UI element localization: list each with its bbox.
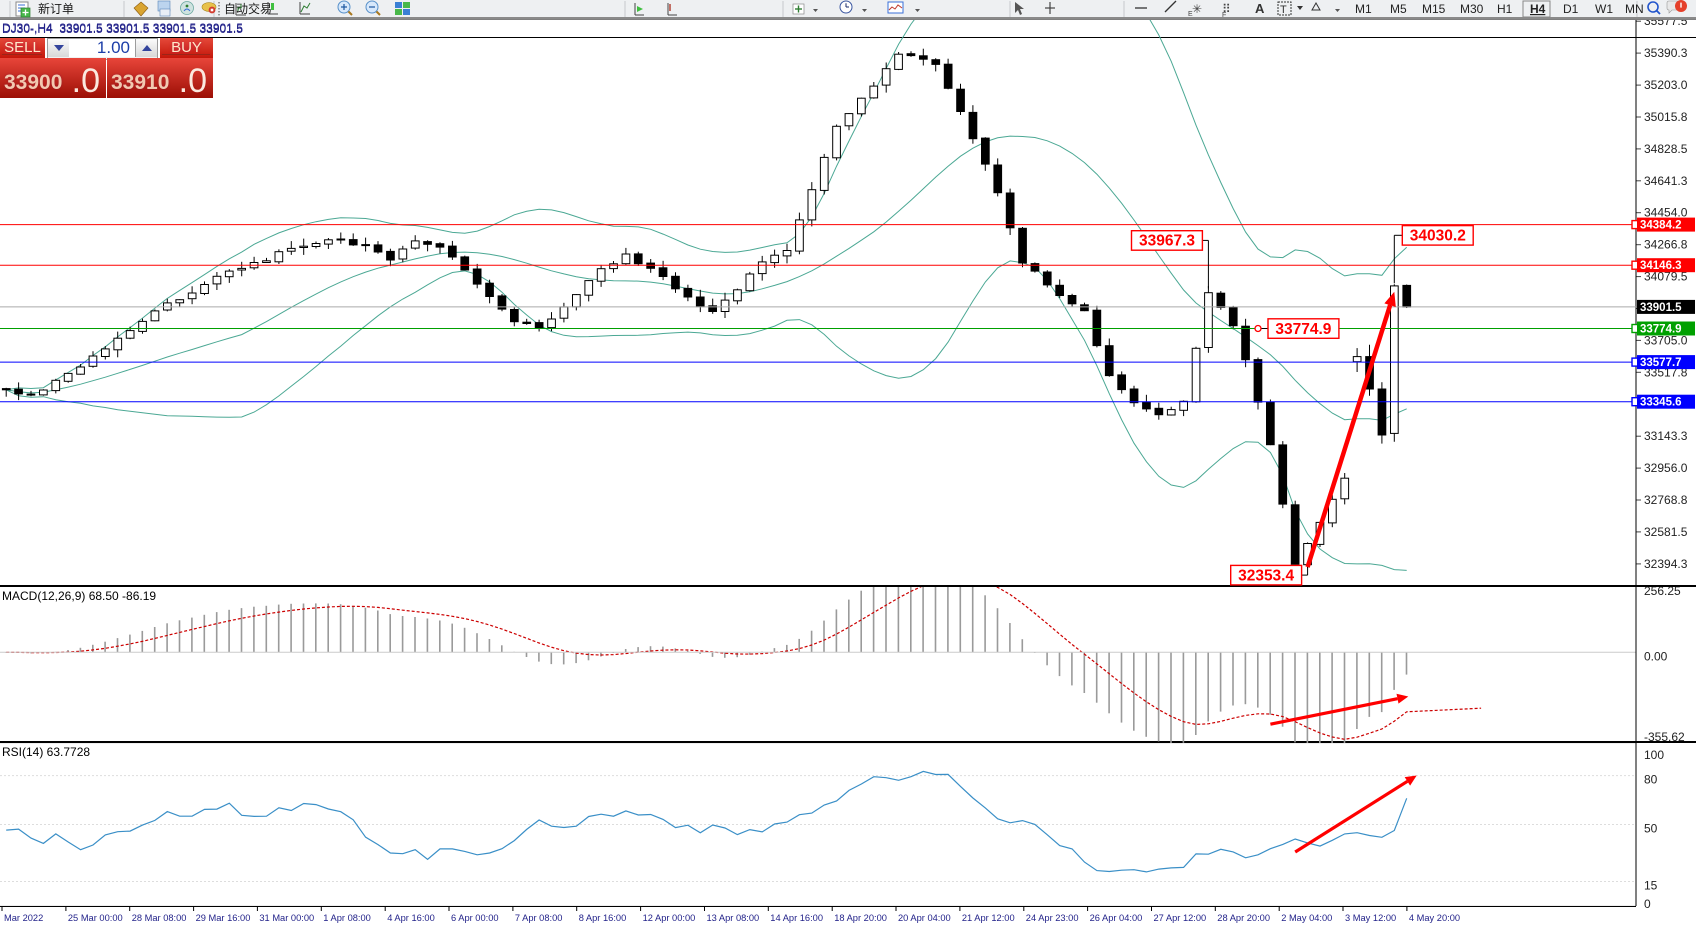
svg-text:32581.5: 32581.5 (1644, 525, 1688, 539)
svg-text:35203.0: 35203.0 (1644, 78, 1688, 92)
svg-text:7 Apr 08:00: 7 Apr 08:00 (515, 913, 563, 923)
svg-text:28 Apr 20:00: 28 Apr 20:00 (1217, 913, 1270, 923)
svg-text:D1: D1 (1563, 2, 1579, 16)
svg-text:256.25: 256.25 (1644, 587, 1681, 598)
svg-text:-355.62: -355.62 (1644, 730, 1685, 743)
svg-text:35390.3: 35390.3 (1644, 46, 1688, 60)
svg-text:33774.9: 33774.9 (1275, 321, 1331, 338)
svg-text:32956.0: 32956.0 (1644, 461, 1688, 475)
svg-text:2 May 04:00: 2 May 04:00 (1281, 913, 1332, 923)
svg-text:14 Apr 16:00: 14 Apr 16:00 (770, 913, 823, 923)
svg-text:35015.8: 35015.8 (1644, 110, 1688, 124)
svg-text:✳: ✳ (1192, 2, 1202, 16)
svg-text:26 Apr 04:00: 26 Apr 04:00 (1090, 913, 1143, 923)
svg-text:34384.2: 34384.2 (1640, 220, 1682, 232)
svg-text:1 Apr 08:00: 1 Apr 08:00 (323, 913, 371, 923)
svg-text:29 Mar 16:00: 29 Mar 16:00 (196, 913, 251, 923)
svg-text:33143.3: 33143.3 (1644, 429, 1688, 443)
svg-text:M5: M5 (1390, 2, 1407, 16)
svg-text:6 Apr 00:00: 6 Apr 00:00 (451, 913, 499, 923)
svg-text:34266.8: 34266.8 (1644, 238, 1688, 252)
svg-text:33345.6: 33345.6 (1640, 397, 1682, 409)
svg-text:35577.5: 35577.5 (1644, 20, 1688, 28)
svg-text:4 Apr 16:00: 4 Apr 16:00 (387, 913, 435, 923)
svg-text:24 Apr 23:00: 24 Apr 23:00 (1026, 913, 1079, 923)
svg-text:0: 0 (1644, 897, 1651, 911)
svg-text:M30: M30 (1460, 2, 1484, 16)
svg-text:M15: M15 (1422, 2, 1446, 16)
svg-text:8 Apr 16:00: 8 Apr 16:00 (579, 913, 627, 923)
svg-text:33577.7: 33577.7 (1640, 357, 1682, 369)
svg-text:34454.0: 34454.0 (1644, 206, 1688, 220)
svg-text:50: 50 (1644, 822, 1658, 836)
svg-text:32394.3: 32394.3 (1644, 557, 1688, 571)
svg-text:H4: H4 (1530, 2, 1546, 16)
svg-text:H1: H1 (1497, 2, 1513, 16)
svg-text:32353.4: 32353.4 (1238, 567, 1294, 584)
svg-text:E: E (1188, 11, 1193, 18)
svg-text:28 Mar 08:00: 28 Mar 08:00 (132, 913, 187, 923)
svg-text:3 May 12:00: 3 May 12:00 (1345, 913, 1396, 923)
svg-text:33967.3: 33967.3 (1139, 233, 1195, 250)
svg-text:新订单: 新订单 (38, 1, 74, 16)
svg-text:A: A (1255, 1, 1265, 16)
svg-text:34146.3: 34146.3 (1640, 260, 1682, 272)
svg-text:31 Mar 00:00: 31 Mar 00:00 (259, 913, 314, 923)
svg-text:12 Apr 00:00: 12 Apr 00:00 (643, 913, 696, 923)
svg-text:MN: MN (1625, 2, 1644, 16)
svg-text:15: 15 (1644, 879, 1658, 893)
svg-text:18 Apr 20:00: 18 Apr 20:00 (834, 913, 887, 923)
svg-text:33774.9: 33774.9 (1640, 324, 1682, 336)
svg-text:100: 100 (1644, 748, 1664, 762)
svg-text:32768.8: 32768.8 (1644, 493, 1688, 507)
svg-text:25 Mar 00:00: 25 Mar 00:00 (68, 913, 123, 923)
svg-text:80: 80 (1644, 773, 1658, 787)
svg-text:33901.5: 33901.5 (1640, 302, 1682, 314)
svg-text:Mar 2022: Mar 2022 (4, 913, 43, 923)
svg-text:27 Apr 12:00: 27 Apr 12:00 (1154, 913, 1207, 923)
svg-text:T: T (1280, 4, 1287, 16)
svg-text:F: F (1222, 12, 1226, 19)
svg-text:W1: W1 (1595, 2, 1613, 16)
svg-text:21 Apr 12:00: 21 Apr 12:00 (962, 913, 1015, 923)
svg-text:M1: M1 (1355, 2, 1372, 16)
svg-text:34030.2: 34030.2 (1410, 228, 1466, 245)
svg-text:34641.3: 34641.3 (1644, 174, 1688, 188)
svg-text:自动交易: 自动交易 (224, 1, 272, 16)
svg-text:13 Apr 08:00: 13 Apr 08:00 (707, 913, 760, 923)
svg-text:4 May 20:00: 4 May 20:00 (1409, 913, 1460, 923)
svg-text:20 Apr 04:00: 20 Apr 04:00 (898, 913, 951, 923)
svg-text:0.00: 0.00 (1644, 649, 1668, 663)
svg-text:34828.5: 34828.5 (1644, 142, 1688, 156)
